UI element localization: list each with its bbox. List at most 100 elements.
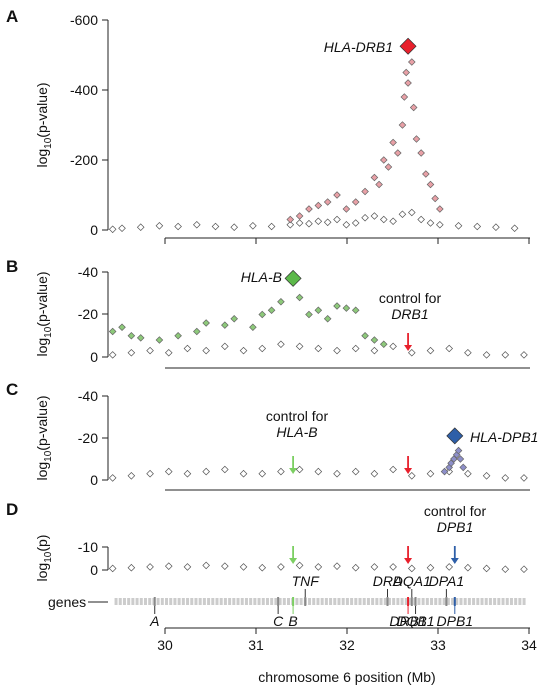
panel-a-point-background <box>193 220 201 229</box>
panel-b-point-background <box>351 344 360 353</box>
panel-b-point-background <box>127 348 136 357</box>
panel-a-point-highlight <box>342 205 351 213</box>
gene-label: DRB1 <box>389 613 426 629</box>
control-arrow-head <box>404 468 413 474</box>
panel-a-point-background <box>342 220 351 229</box>
panel-d-point-background <box>501 565 510 574</box>
gene-bar <box>375 598 379 605</box>
gene-bar <box>354 598 358 605</box>
gene-marker <box>304 597 307 606</box>
gene-marker <box>414 597 417 606</box>
gene-bar <box>261 598 265 605</box>
panel-b-lead-label: HLA-B <box>241 269 282 285</box>
panel-c-control-gene: HLA-B <box>276 424 317 440</box>
gene-bar <box>312 598 316 605</box>
gene-bar <box>156 598 160 605</box>
gene-bar <box>198 598 202 605</box>
gene-marker <box>153 597 156 606</box>
panel-c-point-background <box>333 469 341 478</box>
gene-label: DPA1 <box>429 573 465 589</box>
panel-b-point-background <box>146 346 154 355</box>
control-arrow-head <box>289 468 298 474</box>
panel-a-point-highlight <box>422 170 430 178</box>
panel-c-lead-label: HLA-DPB1 <box>470 429 538 445</box>
panel-a-point-highlight <box>426 180 435 189</box>
panel-b-point-highlight <box>174 331 182 340</box>
gene-bar <box>404 598 408 605</box>
gene-bar <box>181 598 185 605</box>
panel-b-point-highlight <box>108 327 117 336</box>
control-arrows <box>289 333 459 564</box>
gene-bar <box>194 598 198 605</box>
panel-b-point-highlight <box>258 310 267 319</box>
panel-b-y-tick-label: 0 <box>90 349 98 365</box>
gene-bar <box>295 598 299 605</box>
gene-bar <box>211 598 215 605</box>
gene-bar <box>265 598 269 605</box>
gene-bar <box>341 598 345 605</box>
panel-a-point-background <box>155 222 164 230</box>
gene-bar <box>173 598 177 605</box>
panel-b-point-background <box>464 348 472 357</box>
panel-c-point-background <box>464 469 472 478</box>
panel-a-point-background <box>389 217 397 226</box>
gene-bar <box>476 598 480 605</box>
panel-c-point-background <box>239 469 248 478</box>
panel-a-point-highlight <box>404 79 412 87</box>
genes-track-label: genes <box>48 594 86 610</box>
panel-c-point-background <box>501 474 510 482</box>
gene-bar <box>186 598 190 605</box>
panel-d-point-background <box>351 563 360 572</box>
panel-c-lead-point <box>446 427 464 445</box>
panel-c-point-background <box>370 469 379 478</box>
panel-c-y-tick-label: -20 <box>78 430 98 446</box>
panel-d-point-background <box>333 562 341 570</box>
gene-bar <box>202 598 206 605</box>
gene-bar <box>514 598 518 605</box>
panel-c-point-background <box>127 472 136 480</box>
gene-bar <box>240 598 244 605</box>
x-tick-label: 34 <box>521 637 537 653</box>
panel-a-point-highlight <box>402 68 410 77</box>
gene-bar <box>122 598 126 605</box>
panel-c-point-highlight <box>456 455 465 463</box>
gene-bar <box>278 598 282 605</box>
gene-marker <box>453 597 456 606</box>
gene-bar <box>345 598 349 605</box>
panel-d-point-background <box>408 564 416 573</box>
gene-bar <box>207 598 211 605</box>
panel-a-point-highlight <box>409 103 418 112</box>
panel-c-ylabel: log10(p-value) <box>34 395 54 480</box>
gene-bar <box>127 598 131 605</box>
panel-d-point-background <box>164 562 173 570</box>
panel-b-point-highlight <box>127 331 136 340</box>
panel-b-point-background <box>408 348 416 357</box>
panel-a-point-background <box>379 215 388 224</box>
panel-b-point-background <box>108 351 117 359</box>
panel-c-point-background <box>520 474 528 482</box>
gene-bar <box>329 598 333 605</box>
panel-a-point-highlight <box>351 198 360 206</box>
panel-c-point-background <box>408 472 416 480</box>
gene-bar <box>505 598 509 605</box>
panel-a-point-background <box>305 219 313 228</box>
panel-b-point-background <box>183 344 192 353</box>
panel-a-point-highlight <box>323 198 332 206</box>
gene-bar <box>358 598 362 605</box>
gene-bar <box>169 598 173 605</box>
panel-c-y-axis: -40 -20 0 <box>78 388 109 488</box>
gene-bar <box>114 598 118 605</box>
control-arrow-head <box>404 345 413 351</box>
gene-bar <box>165 598 169 605</box>
panel-d-point-background <box>258 563 267 572</box>
panel-c-point-background <box>351 467 360 476</box>
gene-marker <box>445 597 448 606</box>
panel-d-y-tick-label: 0 <box>90 562 98 578</box>
gene-bar <box>488 598 492 605</box>
panel-a-point-highlight <box>384 163 393 171</box>
panel-d-point-background <box>221 562 229 570</box>
panel-b-ylabel-text: log10(p-value) <box>34 271 54 356</box>
gene-bar <box>350 598 354 605</box>
panel-d-y-axis: -10 0 <box>78 539 109 578</box>
gene-bar <box>383 598 387 605</box>
